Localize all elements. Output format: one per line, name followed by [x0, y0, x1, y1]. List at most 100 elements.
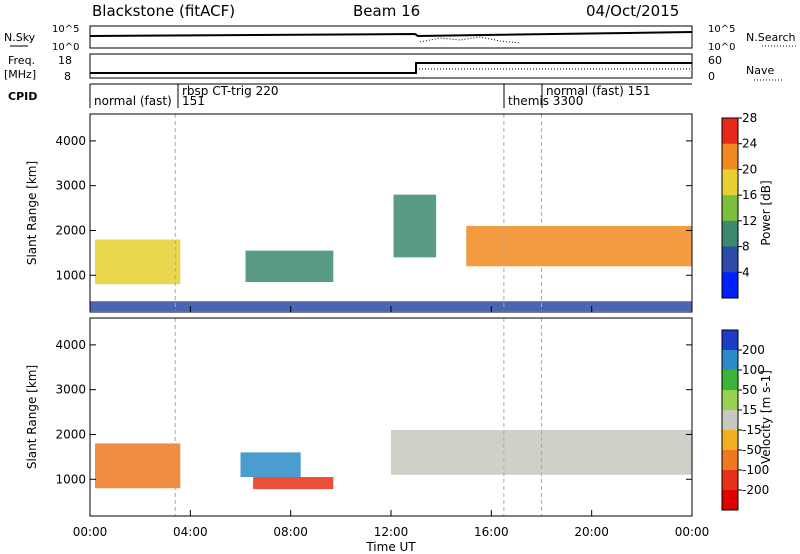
nsearch-dots [419, 36, 521, 44]
power-echo-region [466, 225, 692, 267]
nsearch-top-tick: 10^5 [708, 24, 735, 35]
colorbar-swatch [722, 430, 738, 451]
colorbar-swatch [722, 272, 738, 299]
velocity-event-lines [174, 318, 542, 516]
colorbar-swatch [722, 390, 738, 411]
colorbar-tick-label: 4 [742, 265, 750, 279]
velocity-panel: 1000 2000 3000 4000 00:00 04:00 08:00 12:00 16:… [25, 306, 773, 554]
x-tick-label: 00:00 [675, 525, 710, 539]
nsearch-label: N.Search [746, 31, 796, 44]
velocity-echo-region [253, 477, 334, 490]
x-tick-label: 00:00 [73, 525, 108, 539]
colorbar-tick-label: 15 [742, 403, 757, 417]
colorbar-tick-label: 20 [742, 162, 757, 176]
freq-label: Freq. [8, 54, 35, 67]
beam-title: Beam 16 [353, 2, 420, 20]
colorbar-swatch [722, 195, 738, 222]
nsky-panel: N.Sky 10^5 10^0 10^5 10^0 N.Search [4, 24, 796, 53]
colorbar-tick-label: 16 [742, 188, 757, 202]
colorbar-tick-label: 24 [742, 137, 757, 151]
cpid-label-2: 151 [182, 94, 205, 108]
velocity-ylabel: Slant Range [km] [25, 365, 39, 469]
colorbar-swatch [722, 169, 738, 196]
cpid-label-4: normal (fast) 151 [546, 84, 650, 98]
cpid-label-0: normal (fast) [94, 94, 172, 108]
colorbar-swatch [722, 118, 738, 145]
colorbar-tick-label: 100 [742, 363, 765, 377]
colorbar-swatch [722, 370, 738, 391]
colorbar-tick-label: 28 [742, 111, 757, 125]
freq-bottom-tick: 8 [64, 70, 71, 83]
x-tick-label: 04:00 [173, 525, 208, 539]
velocity-echo-region [95, 443, 181, 489]
velocity-colorbar-label: Velocity [m s-1] [759, 370, 773, 464]
power-echo-region [245, 250, 334, 282]
colorbar-frame [721, 117, 739, 299]
colorbar-tick-label: -100 [742, 463, 769, 477]
colorbar-tick-label: -50 [742, 443, 762, 457]
nave-label: Nave [746, 64, 774, 77]
y-tick-label: 2000 [55, 427, 86, 441]
nave-bottom-tick: 0 [708, 70, 715, 83]
cpid-label: CPID [8, 90, 37, 103]
freq-panel: Freq. [MHz] 18 8 60 0 Nave [4, 53, 782, 83]
power-echo-region [393, 194, 437, 258]
colorbar-swatch [722, 350, 738, 371]
nsky-top-tick: 10^5 [52, 24, 79, 35]
power-regions [90, 194, 692, 312]
power-colorbar: 4 8 12 16 20 24 28 [721, 111, 757, 299]
cpid-label-1: rbsp CT-trig 220 [182, 84, 278, 98]
colorbar-tick-label: 50 [742, 383, 757, 397]
time-x-axis: 00:00 04:00 08:00 12:00 16:00 20:00 00:00 [73, 306, 710, 539]
colorbar-swatch [722, 490, 738, 511]
colorbar-swatch [722, 220, 738, 248]
x-tick-label: 16:00 [474, 525, 509, 539]
date-title: 04/Oct/2015 [586, 2, 679, 20]
nsky-bottom-tick: 10^0 [52, 42, 79, 53]
power-panel: 1000 2000 3000 4000 Slant Range [km] 4 8 12 16… [25, 111, 773, 313]
freq-top-tick: 18 [58, 54, 72, 67]
velocity-echo-region [240, 452, 301, 478]
y-tick-label: 1000 [55, 268, 86, 282]
y-tick-label: 1000 [55, 472, 86, 486]
y-tick-label: 4000 [55, 338, 86, 352]
power-colorbar-label: Power [dB] [759, 180, 773, 245]
colorbar-swatch [722, 470, 738, 491]
power-echo-region [95, 239, 181, 285]
y-tick-label: 3000 [55, 179, 86, 193]
freq-unit: [MHz] [4, 68, 36, 81]
colorbar-swatch [722, 330, 738, 351]
y-tick-label: 4000 [55, 134, 86, 148]
colorbar-tick-label: -15 [742, 423, 762, 437]
station-title: Blackstone (fitACF) [92, 2, 235, 20]
x-tick-label: 20:00 [574, 525, 609, 539]
nave-top-tick: 60 [708, 54, 722, 67]
velocity-regions [95, 429, 692, 490]
colorbar-swatch [722, 143, 738, 170]
velocity-colorbar: 200 100 50 15 -15 -50 -100 -200 [721, 329, 769, 511]
colorbar-swatch [722, 450, 738, 471]
colorbar-frame [721, 329, 739, 511]
cpid-panel: CPID normal (fast) rbsp CT-trig 220 151 … [8, 83, 692, 108]
colorbar-tick-label: 12 [742, 214, 757, 228]
x-tick-label: 08:00 [273, 525, 308, 539]
nsky-label: N.Sky [4, 31, 36, 44]
colorbar-tick-label: 200 [742, 343, 765, 357]
colorbar-swatch [722, 246, 738, 273]
power-y-axis: 1000 2000 3000 4000 [55, 134, 692, 282]
y-tick-label: 2000 [55, 223, 86, 237]
colorbar-tick-label: 8 [742, 240, 750, 254]
colorbar-tick-label: -200 [742, 483, 769, 497]
cpid-label-3: themis 3300 [508, 94, 583, 108]
y-tick-label: 3000 [55, 383, 86, 397]
velocity-y-axis: 1000 2000 3000 4000 [55, 338, 692, 486]
nsearch-bottom-tick: 10^0 [708, 42, 735, 53]
colorbar-swatch [722, 410, 738, 431]
power-ylabel: Slant Range [km] [25, 161, 39, 265]
x-tick-label: 12:00 [374, 525, 409, 539]
freq-line [90, 62, 692, 74]
x-axis-label: Time UT [365, 540, 416, 554]
nsky-line [89, 31, 693, 38]
power-event-lines [174, 114, 542, 312]
